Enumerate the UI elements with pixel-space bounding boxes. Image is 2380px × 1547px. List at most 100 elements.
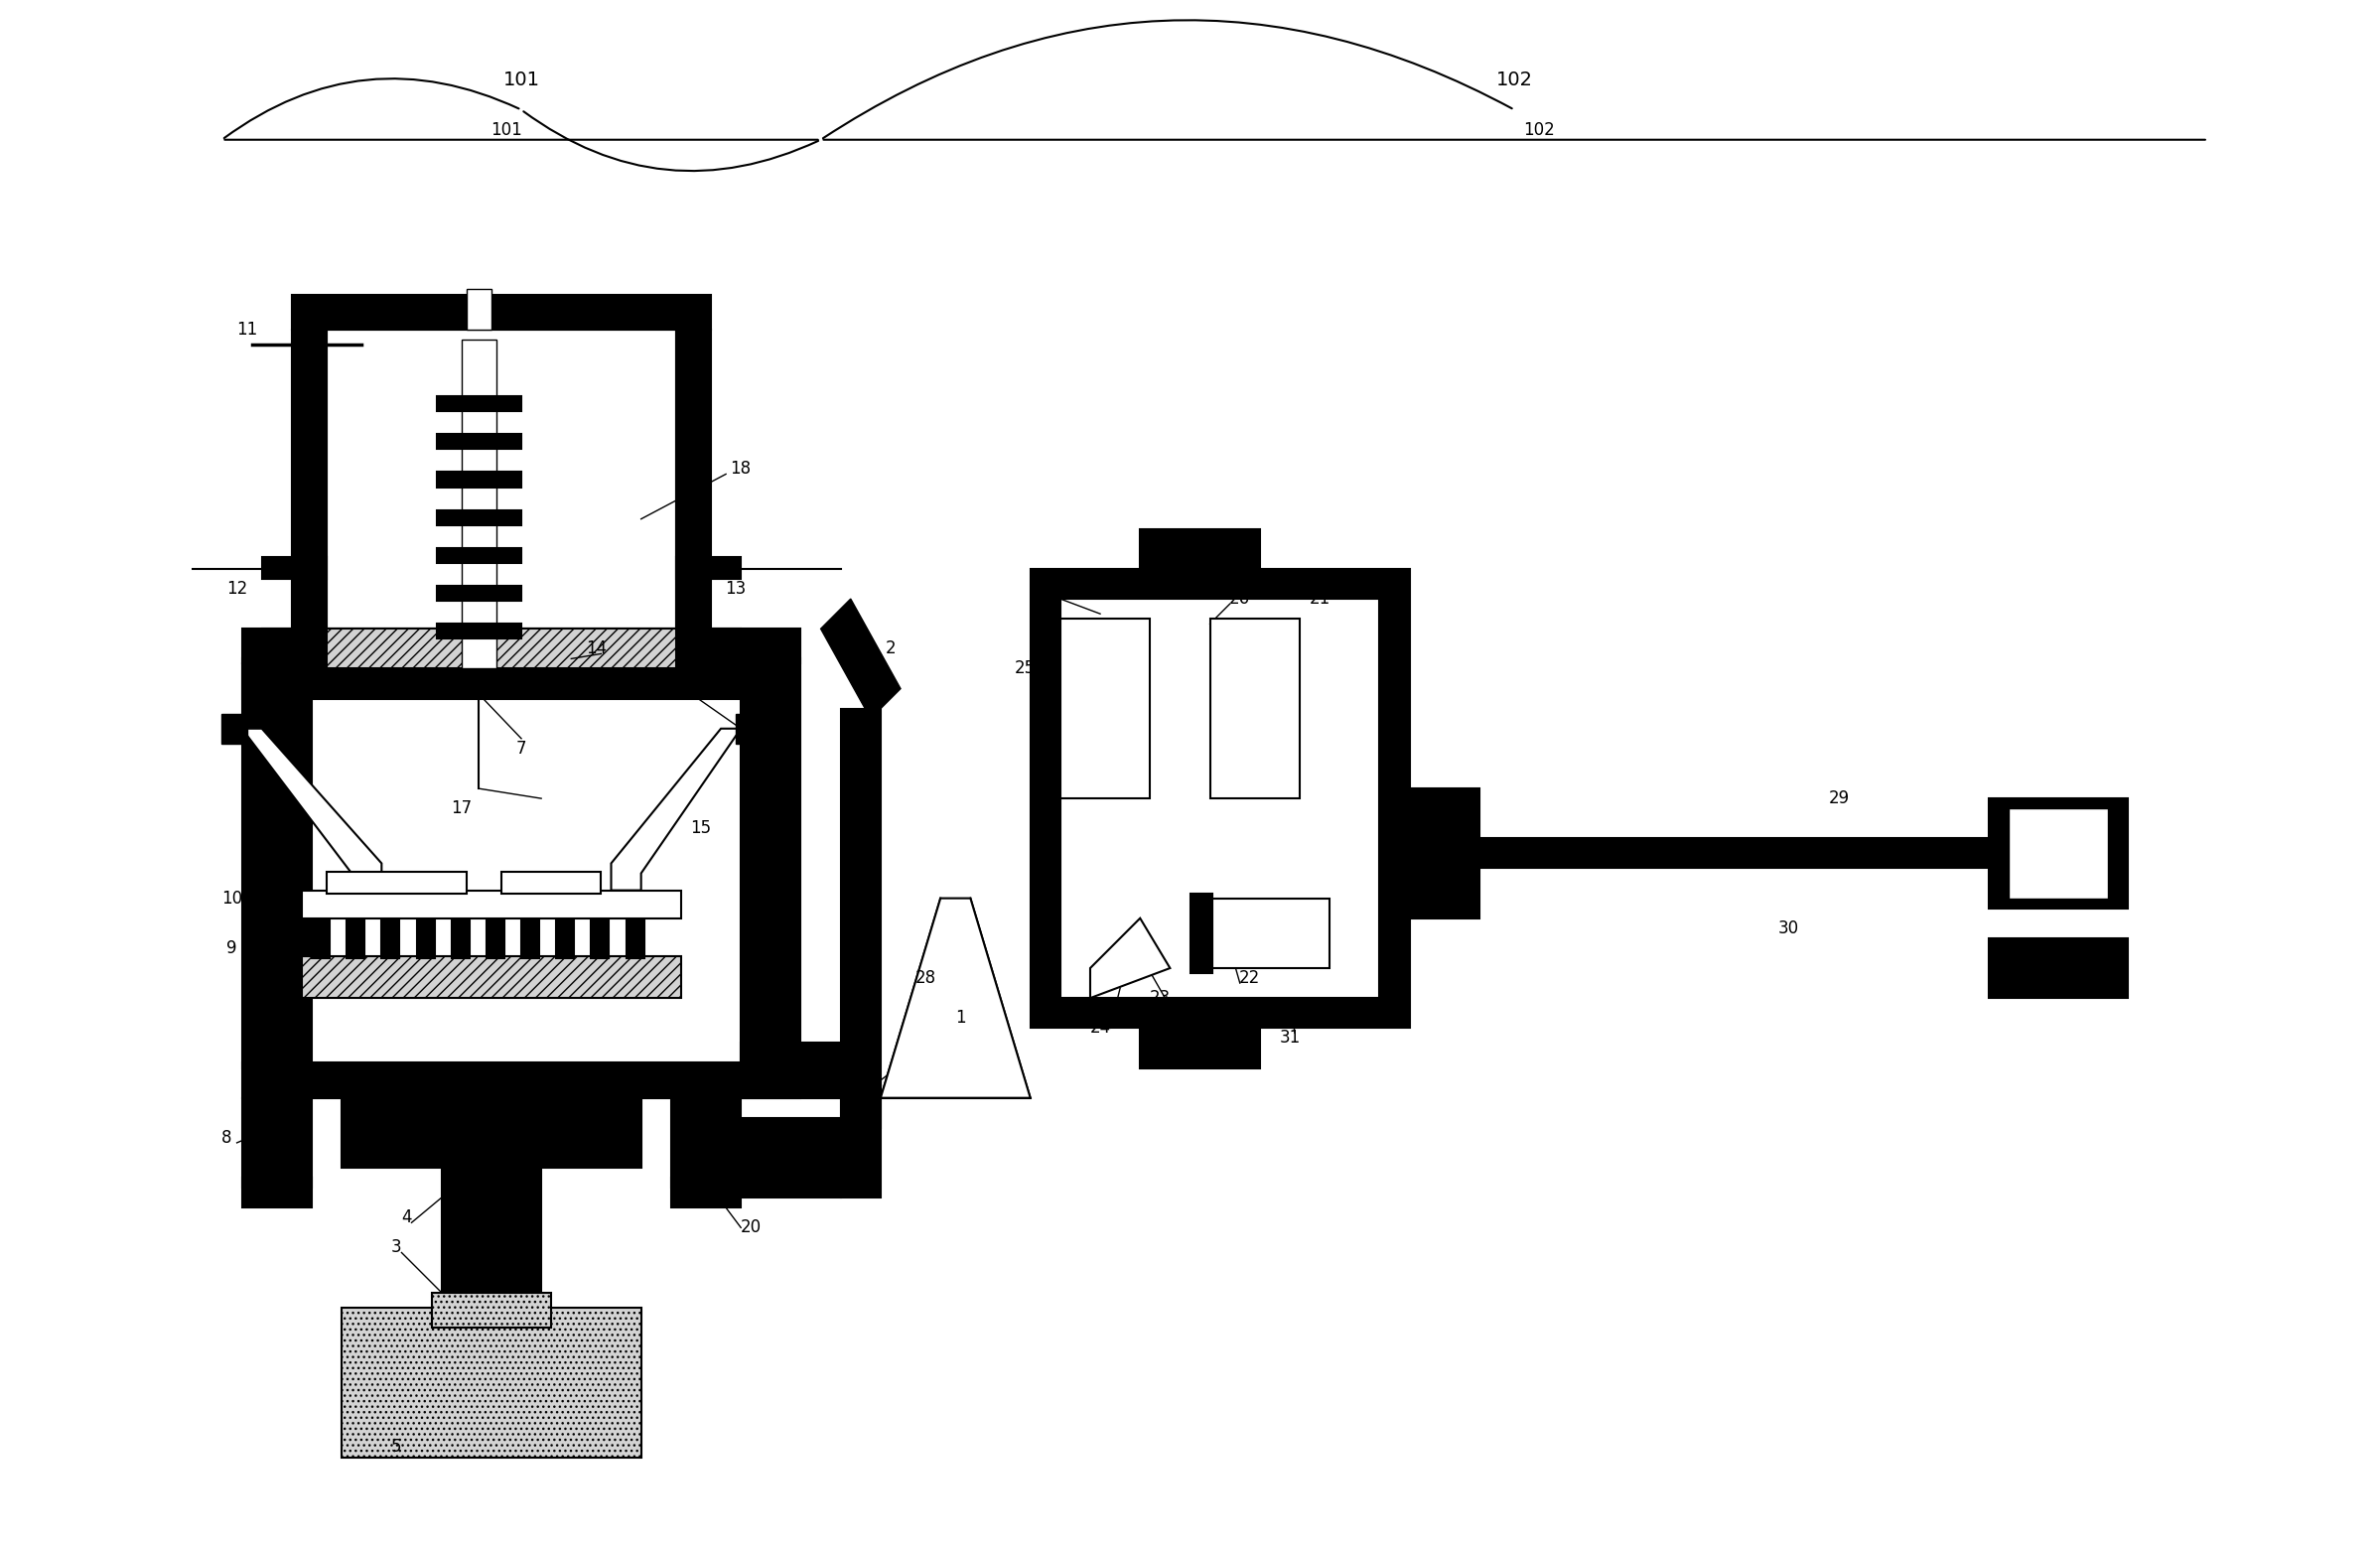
Bar: [557, 920, 574, 958]
Bar: [293, 330, 326, 648]
Bar: [436, 586, 521, 600]
Bar: [436, 396, 521, 412]
Bar: [343, 1307, 640, 1457]
Text: 25: 25: [1014, 659, 1035, 678]
Text: 102: 102: [1523, 121, 1554, 139]
Bar: [1140, 529, 1259, 579]
Bar: [243, 664, 762, 699]
Bar: [521, 920, 540, 958]
Text: 14: 14: [585, 640, 607, 657]
Text: 27: 27: [1040, 589, 1061, 608]
Bar: [312, 920, 331, 958]
Text: 16: 16: [276, 820, 298, 837]
Text: 2: 2: [885, 640, 895, 657]
Bar: [347, 920, 364, 958]
Bar: [502, 871, 602, 893]
Text: 22: 22: [1240, 968, 1261, 987]
Bar: [243, 1177, 312, 1208]
Polygon shape: [881, 899, 1031, 1098]
Bar: [416, 920, 436, 958]
Bar: [676, 330, 712, 648]
Bar: [2009, 809, 2109, 899]
Bar: [671, 1177, 740, 1208]
Text: 30: 30: [1778, 919, 1799, 937]
Text: 10: 10: [221, 890, 243, 907]
Text: 20: 20: [740, 1219, 762, 1236]
Text: 7: 7: [516, 739, 526, 758]
Bar: [436, 435, 521, 449]
Bar: [302, 890, 681, 919]
Bar: [1059, 619, 1150, 798]
Text: 5: 5: [390, 1439, 402, 1456]
Bar: [381, 920, 400, 958]
Text: 1: 1: [954, 1009, 966, 1027]
Polygon shape: [735, 713, 762, 744]
Polygon shape: [612, 729, 740, 890]
Polygon shape: [243, 729, 381, 890]
Bar: [262, 557, 326, 579]
Bar: [840, 1078, 881, 1128]
Bar: [243, 628, 800, 664]
Bar: [590, 920, 609, 958]
Polygon shape: [1090, 919, 1171, 998]
Text: 31: 31: [1280, 1029, 1299, 1047]
Polygon shape: [221, 713, 248, 744]
Text: 26: 26: [1230, 589, 1250, 608]
Bar: [326, 871, 466, 893]
Bar: [431, 1292, 552, 1327]
Bar: [243, 659, 312, 1067]
Bar: [1059, 599, 1380, 998]
Bar: [1140, 1023, 1259, 1067]
Text: 21: 21: [1309, 589, 1330, 608]
Text: 3: 3: [390, 1239, 402, 1256]
Text: 17: 17: [450, 800, 471, 817]
Bar: [840, 709, 881, 1197]
Bar: [462, 339, 497, 668]
Text: 101: 101: [502, 71, 540, 90]
Polygon shape: [821, 599, 900, 719]
Text: 23: 23: [1150, 989, 1171, 1007]
Text: 18: 18: [731, 459, 752, 478]
Text: 102: 102: [1497, 71, 1533, 90]
Text: 12: 12: [226, 580, 248, 597]
Bar: [440, 1168, 540, 1298]
Text: 4: 4: [402, 1208, 412, 1227]
Bar: [243, 1063, 800, 1098]
Bar: [326, 330, 676, 648]
Text: 13: 13: [726, 580, 747, 597]
Text: 28: 28: [914, 968, 935, 987]
Bar: [1190, 893, 1211, 973]
Bar: [293, 294, 712, 330]
Bar: [262, 628, 740, 668]
Bar: [326, 628, 676, 668]
Bar: [676, 557, 740, 579]
Bar: [671, 1098, 740, 1188]
Bar: [302, 956, 681, 998]
Bar: [1209, 899, 1330, 968]
Bar: [436, 472, 521, 487]
Bar: [436, 548, 521, 563]
Text: 9: 9: [226, 939, 238, 958]
Text: 24: 24: [1090, 1019, 1111, 1036]
Bar: [486, 920, 505, 958]
Bar: [740, 659, 800, 1067]
Bar: [1031, 569, 1409, 1029]
Bar: [452, 920, 469, 958]
Bar: [436, 623, 521, 639]
Bar: [436, 511, 521, 524]
Bar: [1409, 789, 1480, 919]
Text: 29: 29: [1828, 789, 1849, 808]
Text: 101: 101: [490, 121, 521, 139]
Bar: [712, 1118, 840, 1197]
Bar: [1987, 798, 2128, 908]
Text: 6: 6: [754, 710, 766, 727]
Bar: [740, 1043, 862, 1098]
Text: 11: 11: [236, 320, 257, 339]
Bar: [343, 1098, 640, 1168]
Bar: [1209, 619, 1299, 798]
Bar: [466, 289, 490, 330]
Text: 15: 15: [690, 820, 712, 837]
Bar: [626, 920, 645, 958]
Bar: [1480, 838, 1987, 868]
Bar: [243, 1098, 312, 1188]
